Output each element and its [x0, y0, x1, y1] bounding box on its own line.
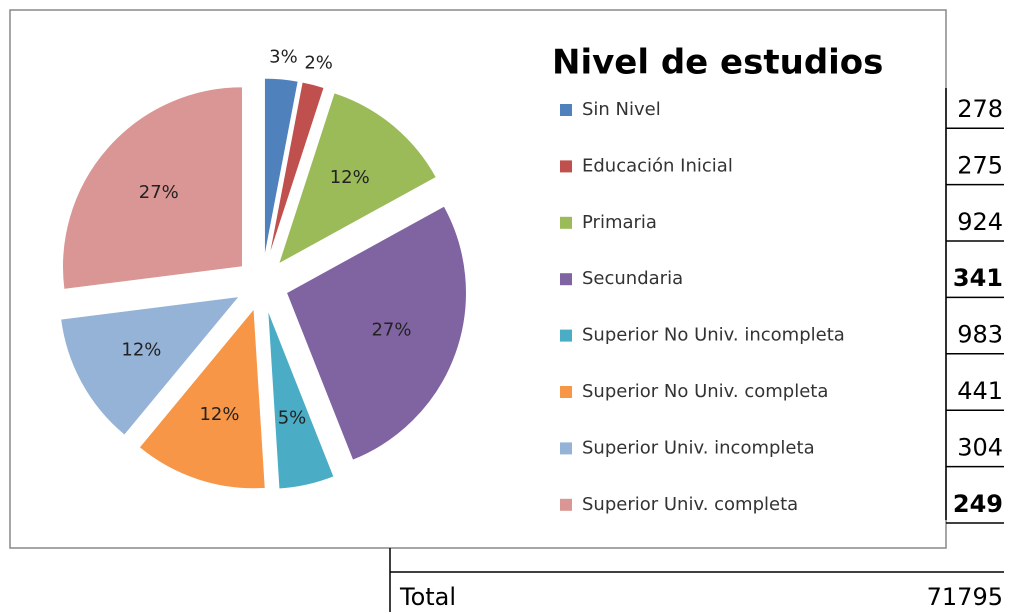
- cell-value: 249: [953, 490, 1003, 518]
- legend-swatch: [560, 104, 572, 116]
- legend-label: Superior No Univ. completa: [582, 381, 828, 402]
- slice-label: 3%: [269, 46, 298, 67]
- pie-slice: [61, 86, 243, 290]
- legend-swatch: [560, 442, 572, 455]
- total-label: Total: [399, 583, 456, 611]
- legend-label: Sin Nivel: [582, 99, 661, 120]
- total-value: 71795: [927, 583, 1003, 611]
- pie-slice: [60, 295, 241, 436]
- legend-label: Secundaria: [582, 268, 683, 289]
- chart-title: Nivel de estudios: [552, 43, 883, 83]
- cell-value: 441: [957, 377, 1003, 405]
- pie-slice: [263, 77, 299, 259]
- chart-frame: [9, 9, 947, 549]
- legend-swatch: [560, 329, 572, 342]
- pie-slice: [267, 309, 335, 490]
- legend-label: Superior Univ. completa: [582, 494, 798, 515]
- legend-swatch: [560, 273, 572, 286]
- slice-label: 27%: [139, 182, 179, 203]
- slice-label: 12%: [330, 167, 370, 188]
- pie-slice: [285, 205, 467, 461]
- legend-label: Educación Inicial: [582, 155, 733, 176]
- pie-slice: [267, 81, 325, 259]
- legend-swatch: [560, 386, 572, 398]
- slice-label: 27%: [371, 320, 411, 341]
- slice-label: 12%: [121, 339, 161, 360]
- slice-label: 5%: [278, 407, 307, 428]
- cell-value: 278: [957, 95, 1003, 123]
- cell-value: 983: [957, 321, 1003, 349]
- pie-slice: [277, 92, 437, 266]
- cell-value: 341: [953, 264, 1003, 292]
- legend-label: Superior No Univ. incompleta: [582, 325, 845, 346]
- legend-swatch: [560, 160, 572, 173]
- legend-swatch: [560, 216, 572, 229]
- pie-slice: [138, 307, 266, 490]
- cell-value: 304: [957, 433, 1003, 461]
- legend-label: Superior Univ. incompleta: [582, 437, 815, 458]
- slice-label: 2%: [304, 53, 333, 74]
- cell-value: 275: [957, 151, 1003, 179]
- cell-value: 924: [957, 208, 1003, 236]
- slice-label: 12%: [199, 404, 239, 425]
- legend-swatch: [560, 498, 572, 511]
- legend-label: Primaria: [582, 212, 657, 233]
